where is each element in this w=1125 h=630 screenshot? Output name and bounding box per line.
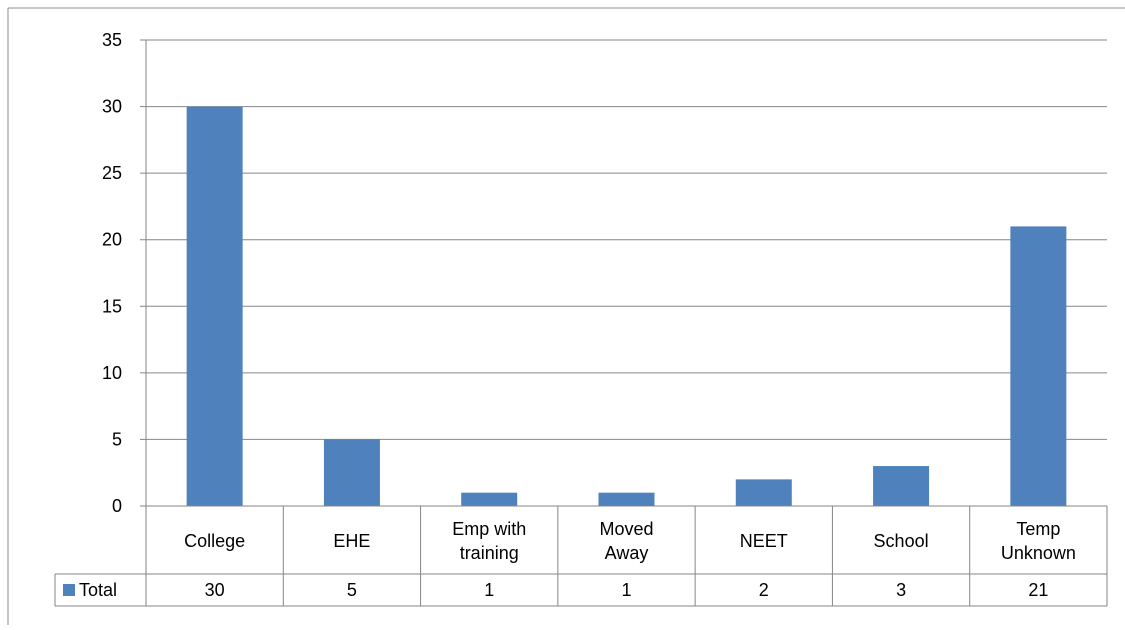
data-table-value: 21	[1028, 580, 1048, 600]
category-label-line: Away	[605, 543, 649, 563]
data-table-value: 1	[484, 580, 494, 600]
category-label: Temp Unknown	[1001, 519, 1076, 563]
category-label: Moved Away	[599, 519, 653, 563]
category-label-line: training	[460, 543, 519, 563]
y-tick-label: 0	[112, 496, 122, 516]
bar	[1010, 226, 1067, 506]
y-tick-label: 20	[102, 230, 122, 250]
data-table: College EHE Emp with training Moved Away NEET S…	[54, 505, 1108, 607]
category-label: EHE	[333, 531, 370, 551]
data-table-value: 5	[347, 580, 357, 600]
category-label-line: Emp with	[452, 519, 526, 539]
category-label-line: Temp	[1016, 519, 1060, 539]
category-label: NEET	[740, 531, 788, 551]
category-label: College	[184, 531, 245, 551]
category-label-line: EHE	[333, 531, 370, 551]
bars	[186, 106, 1067, 507]
bar	[323, 439, 380, 506]
bar	[186, 106, 243, 507]
y-tick-label: 30	[102, 97, 122, 117]
category-label-line: Unknown	[1001, 543, 1076, 563]
data-table-value: 2	[759, 580, 769, 600]
category-label-line: Moved	[599, 519, 653, 539]
data-table-value: 1	[621, 580, 631, 600]
category-label: Emp with training	[452, 519, 526, 563]
y-tick-label: 10	[102, 363, 122, 383]
y-tick-label: 5	[112, 429, 122, 449]
y-tick-label: 15	[102, 296, 122, 316]
bar	[598, 492, 655, 506]
bar	[461, 492, 518, 506]
gridlines	[146, 39, 1107, 440]
bar	[735, 479, 792, 506]
legend-series-name: Total	[79, 580, 117, 600]
legend-swatch	[63, 584, 75, 596]
y-tick-label: 25	[102, 163, 122, 183]
category-label-line: NEET	[740, 531, 788, 551]
category-label-line: School	[874, 531, 929, 551]
category-label: School	[874, 531, 929, 551]
bar	[873, 466, 930, 506]
data-table-value: 30	[205, 580, 225, 600]
category-label-line: College	[184, 531, 245, 551]
y-tick-label: 35	[102, 30, 122, 50]
axes: 0 5 10 15 20 25 30 35	[102, 30, 147, 516]
data-table-value: 3	[896, 580, 906, 600]
